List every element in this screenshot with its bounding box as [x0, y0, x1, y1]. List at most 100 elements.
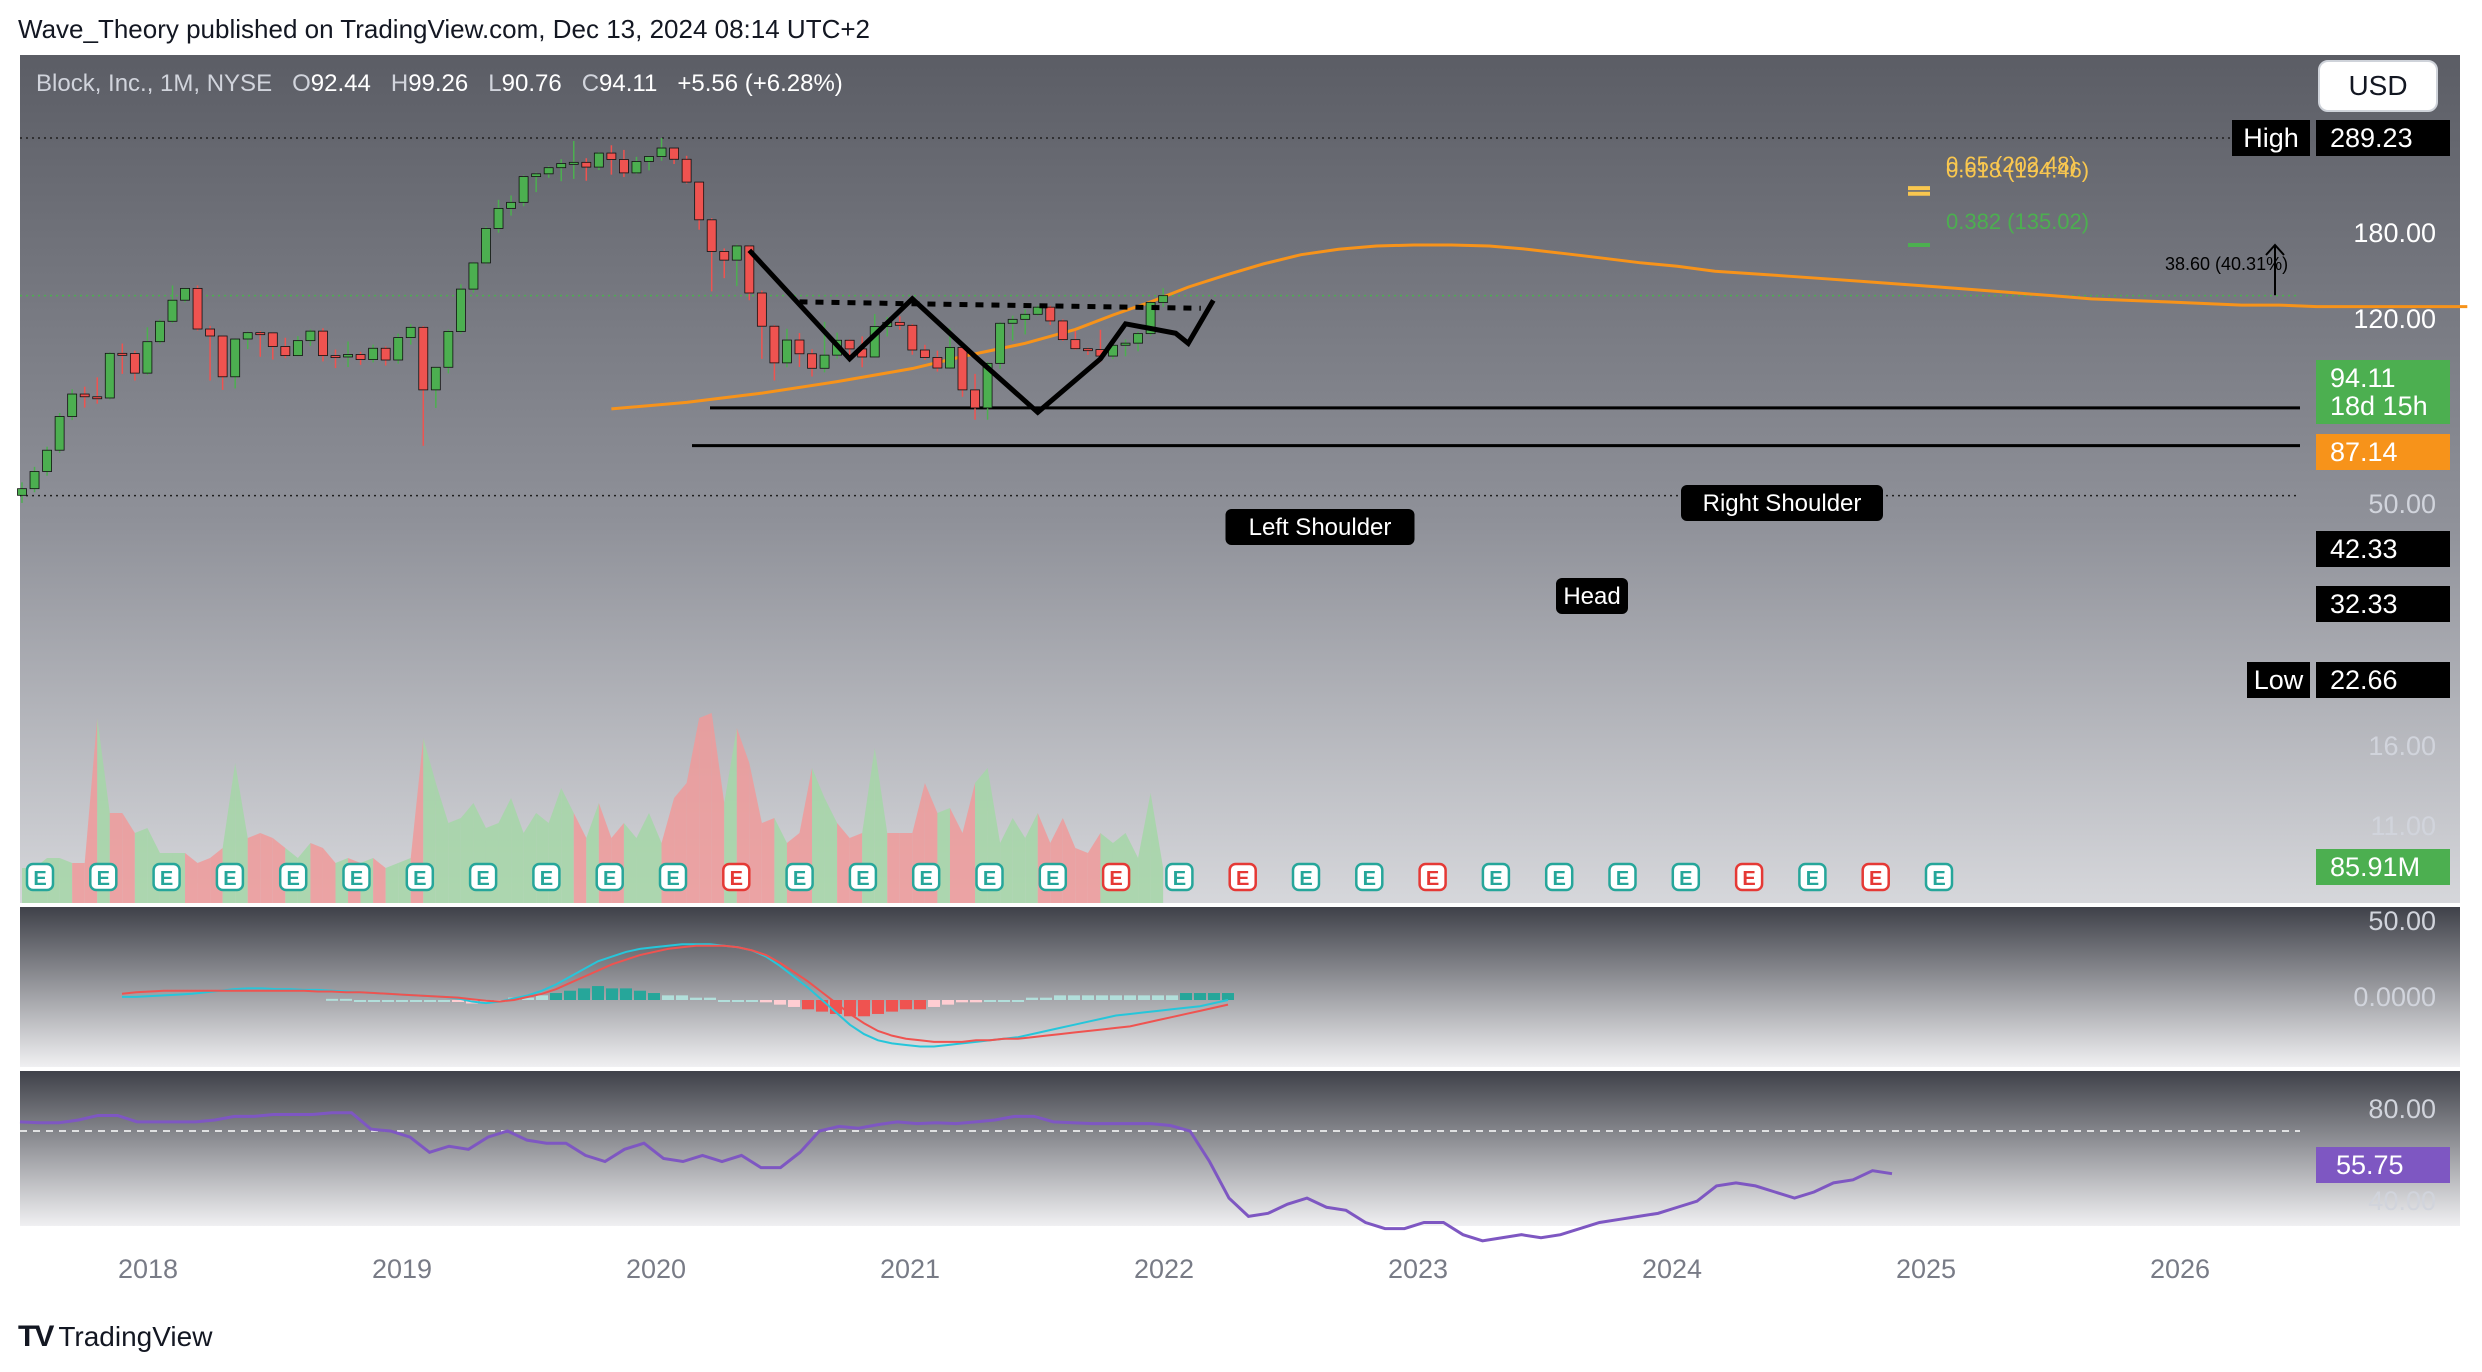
earnings-marker: [722, 862, 751, 892]
volume-area-segment: [711, 713, 725, 903]
macd-histogram-bar: [522, 997, 534, 1000]
earnings-letter: E: [1236, 868, 1249, 890]
macd-histogram-bar: [1040, 997, 1052, 1000]
candle-body: [556, 163, 567, 169]
candle-body: [543, 167, 554, 175]
volume-area-segment: [310, 843, 323, 903]
price-tag-value: 22.66: [2330, 665, 2398, 695]
price-change: +5.56 (+6.28%): [677, 70, 843, 97]
macd-histogram-bar: [340, 998, 352, 1001]
measure-label: 38.60 (40.31%): [2165, 254, 2288, 274]
earnings-marker: [468, 862, 498, 892]
candle-body: [644, 156, 654, 162]
candle-body: [330, 355, 341, 359]
macd-histogram-bar: [382, 1000, 394, 1002]
macd-histogram-bar: [1110, 995, 1122, 1000]
macd-histogram-bar: [438, 1000, 450, 1002]
macd-histogram-bar: [690, 997, 702, 1000]
candle-body: [656, 147, 667, 157]
volume-area-segment: [373, 858, 386, 903]
candle-body: [42, 449, 52, 472]
volume-area-segment: [72, 863, 85, 903]
candle-body: [217, 335, 228, 378]
candle-body: [205, 328, 216, 337]
volume-area-segment: [185, 853, 198, 903]
price-tag-box: [2316, 388, 2450, 424]
candle-body: [242, 332, 253, 340]
candle-body: [1020, 313, 1031, 320]
price-tag-box: [2316, 434, 2450, 470]
macd-histogram-bar: [550, 993, 562, 1000]
main-pane: [20, 55, 2460, 903]
candle-body: [468, 262, 479, 290]
low-label: L: [488, 70, 502, 97]
pattern-label: Left Shoulder: [1249, 514, 1392, 541]
candle-body: [255, 332, 266, 336]
earnings-marker: [1671, 862, 1701, 892]
volume-area-segment: [949, 808, 963, 903]
y-axis-tick: 50.00: [2368, 489, 2436, 519]
candle-body: [1045, 306, 1056, 322]
earnings-marker: [975, 862, 1004, 892]
macd-axis-tick: 50.00: [2368, 906, 2436, 936]
earnings-marker: [1608, 862, 1637, 892]
fib-level-label: 0.382 (135.02): [1946, 209, 2089, 234]
candle-body: [430, 366, 441, 391]
volume-area-segment: [435, 783, 449, 903]
price-tag-label: High: [2243, 123, 2299, 153]
volume-area-segment: [1025, 813, 1038, 903]
candle-body: [807, 353, 817, 369]
candle-body: [1057, 320, 1068, 341]
price-tag-value: 87.14: [2330, 437, 2398, 467]
volume-area-segment: [97, 718, 110, 903]
volume-area-segment: [1087, 833, 1101, 903]
candle-body: [706, 219, 717, 252]
macd-histogram-bar: [942, 1000, 954, 1005]
macd-histogram-bar: [858, 1000, 870, 1017]
volume-area-segment: [636, 813, 649, 903]
price-tag-box: [2316, 531, 2450, 567]
candle-body: [305, 330, 316, 342]
macd-histogram-bar: [368, 1000, 380, 1002]
x-axis-tick: 2025: [1896, 1254, 1956, 1284]
candle-body: [393, 337, 404, 361]
macd-histogram-bar: [914, 1000, 926, 1010]
price-tag-value: 42.33: [2330, 534, 2398, 564]
x-axis-tick: 2024: [1642, 1254, 1702, 1284]
fib-level-label: 0.65 (202.48): [1946, 152, 2077, 177]
price-tag-label-box: [2232, 120, 2310, 156]
currency-button[interactable]: USD: [2318, 60, 2438, 112]
candle-body: [29, 471, 40, 490]
earnings-letter: E: [1553, 868, 1566, 890]
rsi-axis-tick: 80.00: [2368, 1094, 2436, 1124]
pattern-label-box: [1556, 578, 1628, 614]
x-axis-tick: 2021: [880, 1254, 940, 1284]
y-axis-tick: 16.00: [2368, 731, 2436, 761]
earnings-marker: [532, 862, 561, 892]
tradingview-logo[interactable]: TV TradingView: [18, 1320, 212, 1354]
volume-area-segment: [812, 768, 825, 903]
volume-area-segment: [761, 818, 775, 903]
earnings-marker: [342, 862, 371, 892]
macd-histogram-bar: [424, 1000, 436, 1002]
macd-histogram-bar: [620, 988, 632, 1000]
candle-body: [819, 354, 830, 369]
earnings-marker: [848, 862, 878, 892]
candle-body: [380, 347, 391, 361]
volume-area-segment: [699, 713, 712, 903]
earnings-marker: [1038, 862, 1068, 892]
macd-histogram-bar: [900, 1000, 912, 1010]
candle-body: [606, 152, 617, 160]
earnings-marker: [405, 862, 435, 892]
earnings-letter: E: [1046, 868, 1059, 890]
x-axis-tick: 2022: [1134, 1254, 1194, 1284]
earnings-marker: [1861, 862, 1890, 892]
earnings-marker: [911, 862, 941, 892]
earnings-letter: E: [603, 868, 616, 890]
earnings-letter: E: [413, 868, 426, 890]
candle-body: [443, 331, 454, 368]
x-axis-tick: 2019: [372, 1254, 432, 1284]
tv-logo-icon: TV: [18, 1320, 54, 1353]
volume-area-segment: [874, 748, 888, 903]
